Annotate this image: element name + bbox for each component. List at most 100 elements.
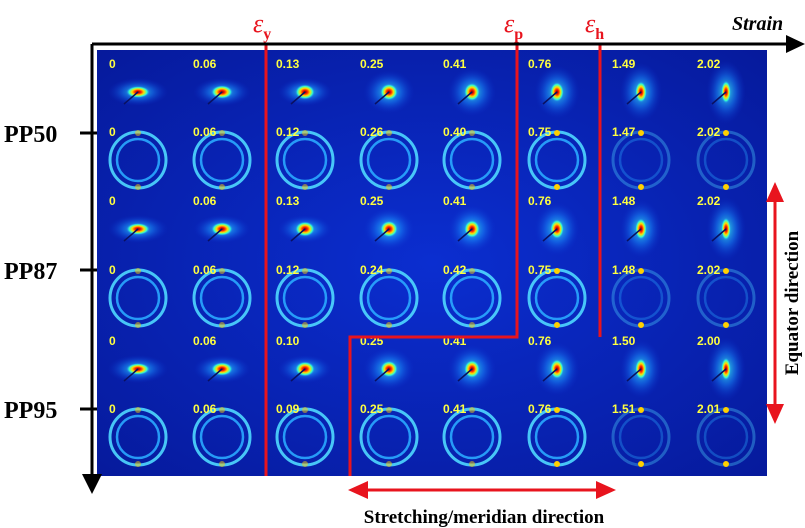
pattern-cell	[696, 268, 756, 328]
waxs-inner-ring	[199, 137, 245, 183]
strain-value-label: 1.48	[612, 194, 636, 208]
sample-arrow-icon	[82, 474, 102, 494]
waxs-meridian-spot	[469, 322, 475, 328]
pattern-cell	[192, 130, 252, 190]
waxs-meridian-spot	[386, 407, 392, 413]
stretching-direction-arrow: Stretching/meridian direction	[348, 481, 616, 528]
waxs-meridian-spot	[302, 184, 308, 190]
pattern-cell	[611, 130, 671, 190]
waxs-meridian-spot	[723, 184, 729, 190]
sample-label-pp87: PP87	[4, 259, 57, 285]
waxs-meridian-spot	[638, 461, 644, 467]
strain-value-label: 0	[109, 334, 116, 348]
waxs-inner-ring	[115, 414, 161, 460]
beamstop	[626, 368, 642, 382]
waxs-meridian-spot	[302, 461, 308, 467]
arrow-down-icon	[766, 404, 784, 424]
pattern-cell	[275, 130, 335, 190]
pattern-cell	[278, 78, 332, 106]
waxs-inner-ring	[534, 275, 580, 321]
strain-value-label: 2.02	[697, 194, 721, 208]
waxs-inner-ring	[618, 275, 664, 321]
beamstop	[374, 228, 390, 242]
strain-value-label: 0.25	[360, 402, 384, 416]
strain-value-label: 1.49	[612, 57, 636, 71]
waxs-inner-ring	[449, 275, 495, 321]
pattern-cell	[611, 268, 671, 328]
waxs-inner-ring	[282, 137, 328, 183]
waxs-meridian-spot	[638, 322, 644, 328]
strain-value-label: 0.75	[528, 125, 552, 139]
beamstop	[207, 228, 223, 242]
waxs-meridian-spot	[219, 407, 225, 413]
strain-value-label: 0.76	[528, 194, 552, 208]
epsilon-h-label: εh	[585, 9, 604, 43]
beamstop	[626, 228, 642, 242]
pattern-cell	[108, 355, 168, 383]
waxs-meridian-spot	[638, 407, 644, 413]
pattern-cell	[193, 215, 251, 243]
pattern-cell	[534, 202, 580, 256]
waxs-meridian-spot	[469, 130, 475, 136]
strain-value-label: 0.25	[360, 194, 384, 208]
plastic-boundary-line	[348, 44, 519, 476]
pattern-cells	[108, 60, 756, 467]
beamstop	[207, 368, 223, 382]
strain-value-label: 0	[109, 125, 116, 139]
sample-axis	[80, 44, 102, 494]
strain-value-label: 0.06	[193, 334, 217, 348]
waxs-meridian-spot	[723, 130, 729, 136]
pattern-cell	[706, 60, 746, 124]
waxs-meridian-spot	[638, 184, 644, 190]
strain-value-label: 2.01	[697, 402, 721, 416]
waxs-meridian-spot	[469, 407, 475, 413]
waxs-meridian-spot	[554, 407, 560, 413]
waxs-inner-ring	[703, 137, 749, 183]
strain-axis: Strain	[92, 13, 805, 53]
strain-value-label: 0.41	[443, 57, 467, 71]
beamstop	[626, 91, 642, 105]
beamstop	[542, 228, 558, 242]
beamstop	[711, 368, 727, 382]
waxs-meridian-spot	[135, 184, 141, 190]
waxs-meridian-spot	[219, 268, 225, 274]
waxs-meridian-spot	[219, 130, 225, 136]
pattern-cell	[442, 407, 502, 467]
pattern-cell	[620, 62, 662, 122]
beamstop	[207, 91, 223, 105]
strain-value-label: 2.02	[697, 125, 721, 139]
waxs-inner-ring	[366, 414, 412, 460]
pattern-cell	[363, 347, 415, 391]
pattern-cell	[108, 130, 168, 190]
strain-value-label: 0.76	[528, 402, 552, 416]
strain-value-label: 0.25	[360, 57, 384, 71]
strain-value-label: 0.06	[193, 263, 217, 277]
pattern-cell	[706, 337, 746, 401]
strain-value-label: 0.06	[193, 194, 217, 208]
strain-value-label: 1.47	[612, 125, 636, 139]
pattern-cell	[359, 268, 419, 328]
strain-value-label: 0.10	[276, 334, 300, 348]
waxs-meridian-spot	[469, 268, 475, 274]
pattern-cell	[193, 355, 251, 383]
pattern-cell	[363, 207, 415, 251]
waxs-meridian-spot	[723, 407, 729, 413]
waxs-meridian-spot	[554, 184, 560, 190]
beamstop	[123, 228, 139, 242]
beamstop	[290, 91, 306, 105]
pattern-cell	[278, 355, 332, 383]
strain-value-label: 0	[109, 402, 116, 416]
beamstop	[457, 368, 473, 382]
pattern-cell	[534, 65, 580, 119]
waxs-meridian-spot	[638, 268, 644, 274]
waxs-inner-ring	[366, 275, 412, 321]
pattern-cell	[527, 268, 587, 328]
waxs-meridian-spot	[219, 322, 225, 328]
pattern-cell	[363, 70, 415, 114]
waxs-meridian-spot	[135, 322, 141, 328]
pattern-cell	[108, 215, 168, 243]
pattern-cell	[448, 204, 496, 254]
strain-value-label: 0.40	[443, 125, 467, 139]
strain-value-label: 0.76	[528, 57, 552, 71]
pattern-cell	[448, 67, 496, 117]
